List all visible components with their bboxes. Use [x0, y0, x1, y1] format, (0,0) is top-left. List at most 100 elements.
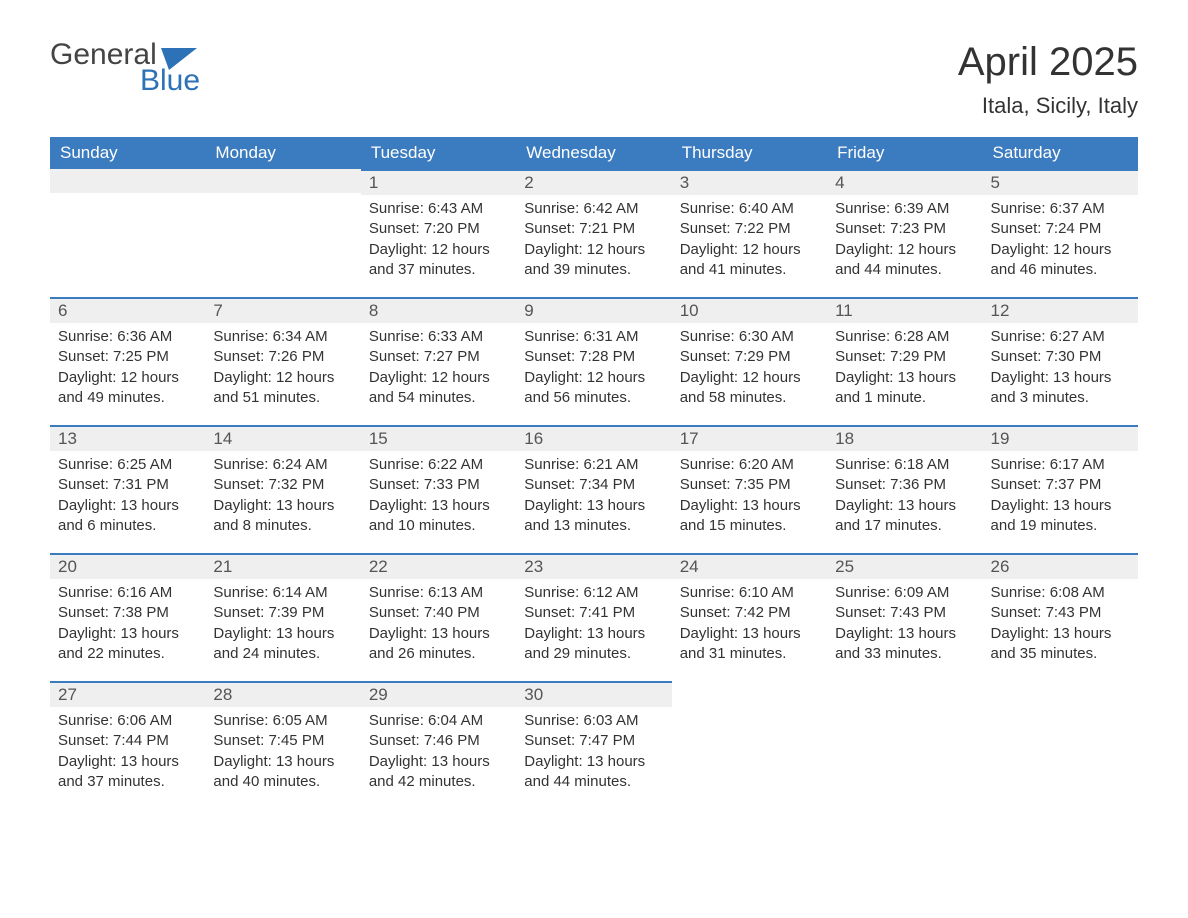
- calendar-cell: 29Sunrise: 6:04 AMSunset: 7:46 PMDayligh…: [361, 681, 516, 809]
- daylight-text: Daylight: 13 hours and 37 minutes.: [58, 752, 197, 793]
- calendar-cell: 9 Sunrise: 6:31 AMSunset: 7:28 PMDaylight…: [516, 297, 671, 425]
- calendar-cell: 26Sunrise: 6:08 AMSunset: 7:43 PMDayligh…: [983, 553, 1138, 681]
- day-body: Sunrise: 6:16 AMSunset: 7:38 PMDaylight:…: [50, 579, 205, 676]
- day-number: 8: [361, 297, 516, 323]
- sunrise-text: Sunrise: 6:43 AM: [369, 199, 508, 219]
- day-body: Sunrise: 6:28 AMSunset: 7:29 PMDaylight:…: [827, 323, 982, 420]
- day-number: 27: [50, 681, 205, 707]
- title-block: April 2025 Itala, Sicily, Italy: [958, 40, 1138, 119]
- sunrise-text: Sunrise: 6:34 AM: [213, 327, 352, 347]
- calendar-cell: 21Sunrise: 6:14 AMSunset: 7:39 PMDayligh…: [205, 553, 360, 681]
- calendar-cell: 13Sunrise: 6:25 AMSunset: 7:31 PMDayligh…: [50, 425, 205, 553]
- header: General Blue April 2025 Itala, Sicily, I…: [50, 40, 1138, 119]
- sunrise-text: Sunrise: 6:27 AM: [991, 327, 1130, 347]
- weekday-header: Friday: [827, 137, 982, 169]
- sunrise-text: Sunrise: 6:40 AM: [680, 199, 819, 219]
- calendar-cell: 11Sunrise: 6:28 AMSunset: 7:29 PMDayligh…: [827, 297, 982, 425]
- day-body: Sunrise: 6:33 AMSunset: 7:27 PMDaylight:…: [361, 323, 516, 420]
- calendar-cell: 6Sunrise: 6:36 AMSunset: 7:25 PMDaylight…: [50, 297, 205, 425]
- daylight-text: Daylight: 13 hours and 42 minutes.: [369, 752, 508, 793]
- calendar-cell: 20Sunrise: 6:16 AMSunset: 7:38 PMDayligh…: [50, 553, 205, 681]
- sunrise-text: Sunrise: 6:10 AM: [680, 583, 819, 603]
- sunset-text: Sunset: 7:31 PM: [58, 475, 197, 495]
- calendar-cell: [672, 681, 827, 809]
- daylight-text: Daylight: 13 hours and 8 minutes.: [213, 496, 352, 537]
- day-body: Sunrise: 6:36 AMSunset: 7:25 PMDaylight:…: [50, 323, 205, 420]
- daylight-text: Daylight: 13 hours and 33 minutes.: [835, 624, 974, 665]
- daylight-text: Daylight: 12 hours and 37 minutes.: [369, 240, 508, 281]
- day-body: Sunrise: 6:40 AMSunset: 7:22 PMDaylight:…: [672, 195, 827, 292]
- day-number: 9: [516, 297, 671, 323]
- day-number: 3: [672, 169, 827, 195]
- calendar-cell: 23Sunrise: 6:12 AMSunset: 7:41 PMDayligh…: [516, 553, 671, 681]
- sunrise-text: Sunrise: 6:06 AM: [58, 711, 197, 731]
- day-number: 11: [827, 297, 982, 323]
- daylight-text: Daylight: 12 hours and 41 minutes.: [680, 240, 819, 281]
- sunset-text: Sunset: 7:44 PM: [58, 731, 197, 751]
- daylight-text: Daylight: 13 hours and 31 minutes.: [680, 624, 819, 665]
- daylight-text: Daylight: 13 hours and 15 minutes.: [680, 496, 819, 537]
- calendar-cell: 4Sunrise: 6:39 AMSunset: 7:23 PMDaylight…: [827, 169, 982, 297]
- weekday-header: Sunday: [50, 137, 205, 169]
- weekday-header: Tuesday: [361, 137, 516, 169]
- day-number: 6: [50, 297, 205, 323]
- day-number: 25: [827, 553, 982, 579]
- day-body: Sunrise: 6:22 AMSunset: 7:33 PMDaylight:…: [361, 451, 516, 548]
- sunset-text: Sunset: 7:38 PM: [58, 603, 197, 623]
- sunrise-text: Sunrise: 6:18 AM: [835, 455, 974, 475]
- daylight-text: Daylight: 12 hours and 56 minutes.: [524, 368, 663, 409]
- sunrise-text: Sunrise: 6:09 AM: [835, 583, 974, 603]
- calendar-cell: 2Sunrise: 6:42 AMSunset: 7:21 PMDaylight…: [516, 169, 671, 297]
- sunset-text: Sunset: 7:22 PM: [680, 219, 819, 239]
- calendar-cell: [827, 681, 982, 809]
- day-number: 18: [827, 425, 982, 451]
- day-number: 30: [516, 681, 671, 707]
- day-number: 29: [361, 681, 516, 707]
- sunset-text: Sunset: 7:33 PM: [369, 475, 508, 495]
- sunset-text: Sunset: 7:30 PM: [991, 347, 1130, 367]
- logo-text-blue: Blue: [140, 66, 200, 96]
- sunrise-text: Sunrise: 6:20 AM: [680, 455, 819, 475]
- daylight-text: Daylight: 13 hours and 3 minutes.: [991, 368, 1130, 409]
- calendar-cell: 18Sunrise: 6:18 AMSunset: 7:36 PMDayligh…: [827, 425, 982, 553]
- sunrise-text: Sunrise: 6:13 AM: [369, 583, 508, 603]
- daylight-text: Daylight: 13 hours and 10 minutes.: [369, 496, 508, 537]
- daylight-text: Daylight: 13 hours and 17 minutes.: [835, 496, 974, 537]
- sunrise-text: Sunrise: 6:25 AM: [58, 455, 197, 475]
- daylight-text: Daylight: 13 hours and 44 minutes.: [524, 752, 663, 793]
- daylight-text: Daylight: 13 hours and 19 minutes.: [991, 496, 1130, 537]
- sunset-text: Sunset: 7:28 PM: [524, 347, 663, 367]
- sunset-text: Sunset: 7:20 PM: [369, 219, 508, 239]
- sunrise-text: Sunrise: 6:16 AM: [58, 583, 197, 603]
- sunrise-text: Sunrise: 6:31 AM: [524, 327, 663, 347]
- daylight-text: Daylight: 12 hours and 49 minutes.: [58, 368, 197, 409]
- sunrise-text: Sunrise: 6:17 AM: [991, 455, 1130, 475]
- day-number: 23: [516, 553, 671, 579]
- calendar-cell: 12Sunrise: 6:27 AMSunset: 7:30 PMDayligh…: [983, 297, 1138, 425]
- calendar-cell: [983, 681, 1138, 809]
- calendar-cell: 15Sunrise: 6:22 AMSunset: 7:33 PMDayligh…: [361, 425, 516, 553]
- sunset-text: Sunset: 7:46 PM: [369, 731, 508, 751]
- sunrise-text: Sunrise: 6:21 AM: [524, 455, 663, 475]
- calendar-header-row: SundayMondayTuesdayWednesdayThursdayFrid…: [50, 137, 1138, 169]
- daylight-text: Daylight: 12 hours and 46 minutes.: [991, 240, 1130, 281]
- daylight-text: Daylight: 13 hours and 35 minutes.: [991, 624, 1130, 665]
- day-body: Sunrise: 6:17 AMSunset: 7:37 PMDaylight:…: [983, 451, 1138, 548]
- empty-day-header: [50, 169, 205, 193]
- day-body: Sunrise: 6:14 AMSunset: 7:39 PMDaylight:…: [205, 579, 360, 676]
- sunset-text: Sunset: 7:24 PM: [991, 219, 1130, 239]
- day-body: Sunrise: 6:04 AMSunset: 7:46 PMDaylight:…: [361, 707, 516, 804]
- day-body: Sunrise: 6:08 AMSunset: 7:43 PMDaylight:…: [983, 579, 1138, 676]
- day-body: Sunrise: 6:12 AMSunset: 7:41 PMDaylight:…: [516, 579, 671, 676]
- calendar-cell: 16Sunrise: 6:21 AMSunset: 7:34 PMDayligh…: [516, 425, 671, 553]
- day-number: 16: [516, 425, 671, 451]
- daylight-text: Daylight: 13 hours and 26 minutes.: [369, 624, 508, 665]
- sunset-text: Sunset: 7:29 PM: [835, 347, 974, 367]
- day-body: Sunrise: 6:09 AMSunset: 7:43 PMDaylight:…: [827, 579, 982, 676]
- day-number: 19: [983, 425, 1138, 451]
- day-body: Sunrise: 6:37 AMSunset: 7:24 PMDaylight:…: [983, 195, 1138, 292]
- day-number: 4: [827, 169, 982, 195]
- day-body: Sunrise: 6:34 AMSunset: 7:26 PMDaylight:…: [205, 323, 360, 420]
- sunrise-text: Sunrise: 6:22 AM: [369, 455, 508, 475]
- day-number: 5: [983, 169, 1138, 195]
